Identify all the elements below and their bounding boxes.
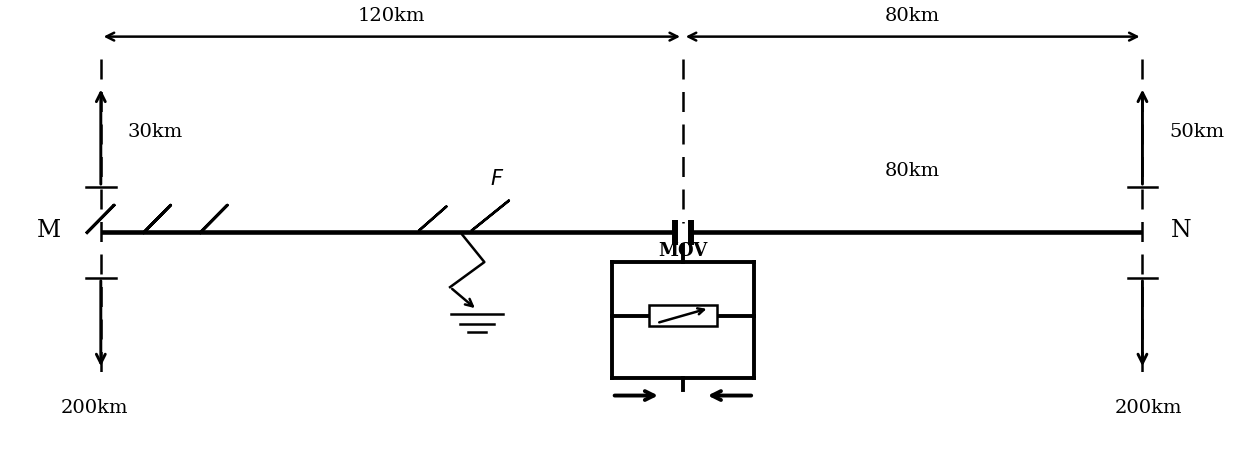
- Text: 30km: 30km: [128, 123, 184, 141]
- Text: N: N: [1172, 219, 1192, 242]
- Text: $F$: $F$: [490, 169, 503, 189]
- Text: 120km: 120km: [358, 7, 425, 25]
- Text: 80km: 80km: [885, 162, 940, 180]
- Text: 200km: 200km: [1115, 399, 1182, 417]
- Text: 80km: 80km: [885, 7, 940, 25]
- Text: 50km: 50km: [1169, 123, 1225, 141]
- Text: M: M: [37, 219, 62, 242]
- Text: 200km: 200km: [61, 399, 129, 417]
- Bar: [650, 306, 717, 326]
- Text: MOV: MOV: [658, 242, 708, 260]
